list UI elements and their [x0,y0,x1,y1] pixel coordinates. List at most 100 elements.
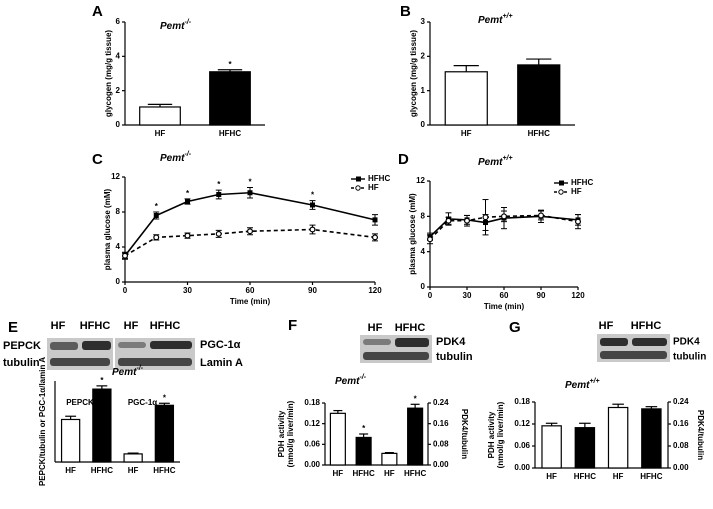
significance-mark: * [228,60,232,69]
x-tick-label: 120 [571,291,585,300]
point [464,217,471,224]
y-tick-label: 0 [116,120,121,129]
title-text: Pemt [565,380,590,391]
bar [607,406,629,469]
y-axis-label: PDH activity [277,410,286,457]
legend-label: HFHC [571,178,593,187]
lane-label: HFHC [631,320,662,332]
y-tick-label: 12 [416,176,425,185]
y-tick-label: 1 [421,86,426,95]
point [215,230,222,237]
group-label: PEPCK [66,398,94,407]
y-tick-label: 8 [116,207,121,216]
x-tick-label: HF [546,472,557,481]
bar [574,427,596,469]
point [482,214,489,221]
x-tick-label: 60 [246,286,255,295]
y2-tick-label: 0.24 [433,398,449,407]
point [501,213,508,220]
title-superscript: +/+ [589,378,599,385]
title-superscript: -/- [184,19,191,26]
x-tick-label: HF [333,469,344,478]
title-text: Pemt [160,153,185,164]
y-axis-label: PEPCK/tubulin or PGC-1α/lamin A [38,357,47,486]
legend-label: HF [571,187,582,196]
x-tick-label: HF [65,466,76,475]
y-tick-label: 0.00 [514,463,530,472]
point [310,202,315,208]
point [445,217,452,224]
title-text: Pemt [160,21,185,32]
blot-row-label: PEPCK [3,340,41,352]
bar [92,388,112,463]
panel-title: Pemt+/+ [565,378,600,391]
point [537,212,544,219]
significance-mark: * [217,180,221,189]
panel-letter: B [400,3,411,20]
y-tick-label: 0.12 [514,419,530,428]
lane-label: HF [368,322,383,334]
blot-row-label: PDK4 [436,336,466,348]
title-superscript: +/+ [502,13,512,20]
panel-letter: F [288,317,297,334]
panel-title: Pemt+/+ [478,13,513,26]
bar [209,71,251,126]
significance-mark: * [362,424,366,433]
point [574,218,581,225]
group-label: PGC-1α [128,398,157,407]
y-tick-label: 0.18 [304,398,320,407]
point [153,213,159,218]
title-superscript: -/- [136,365,143,372]
title-text: Pemt [335,376,360,387]
point [121,252,128,259]
lane-label: HF [124,320,139,332]
lane-label: HFHC [395,322,426,334]
panel-title: Pemt-/- [112,365,144,378]
y2-tick-label: 0.08 [433,439,449,448]
y-axis-label: glycogen (mg/g tissue) [104,30,113,117]
point [372,234,379,241]
y-axis-label: glycogen (mg/g tissue) [409,30,418,117]
legend-marker [558,189,564,195]
blot-row-label: PGC-1α [200,339,241,351]
y2-tick-label: 0.16 [673,419,689,428]
blot-row-label: PDK4 [673,337,700,348]
significance-mark: * [163,393,167,402]
panel-letter: G [509,319,521,336]
y-axis-label: PDH activity [487,411,496,458]
y-tick-label: 0.12 [304,419,320,428]
legend-marker [559,180,564,186]
western-blot [597,334,670,362]
bar [355,436,372,466]
lane-label: HFHC [80,320,111,332]
y-tick-label: 0.06 [304,439,320,448]
y-axis-label: (nmol/g liver/min) [496,401,505,468]
y-tick-label: 2 [116,86,121,95]
y-tick-label: 0 [421,120,426,129]
bar [381,452,398,466]
x-tick-label: HFHC [404,469,426,478]
x-axis-label: Time (min) [484,302,525,311]
panel-title: Pemt-/- [335,374,367,387]
panel-title: Pemt+/+ [478,155,513,168]
western-blot [360,335,432,363]
y-tick-label: 0 [116,277,121,286]
significance-mark: * [186,189,190,198]
bar [123,453,143,463]
x-tick-label: HFHC [640,472,662,481]
legend-marker [356,176,361,182]
panel-letter: E [8,319,18,336]
x-tick-label: HFHC [153,466,175,475]
x-tick-label: 60 [500,291,509,300]
bar [60,418,81,463]
y-axis-label: (nmol/g liver/min) [286,400,295,467]
x-tick-label: 30 [183,286,192,295]
significance-mark: * [100,376,104,385]
y2-axis-label: PDK4/tubulin [460,409,469,459]
y2-tick-label: 0.16 [433,419,449,428]
legend-marker [355,185,361,191]
x-tick-label: HFHC [528,129,550,138]
panel-title: Pemt-/- [160,19,192,32]
x-tick-label: HF [128,466,139,475]
